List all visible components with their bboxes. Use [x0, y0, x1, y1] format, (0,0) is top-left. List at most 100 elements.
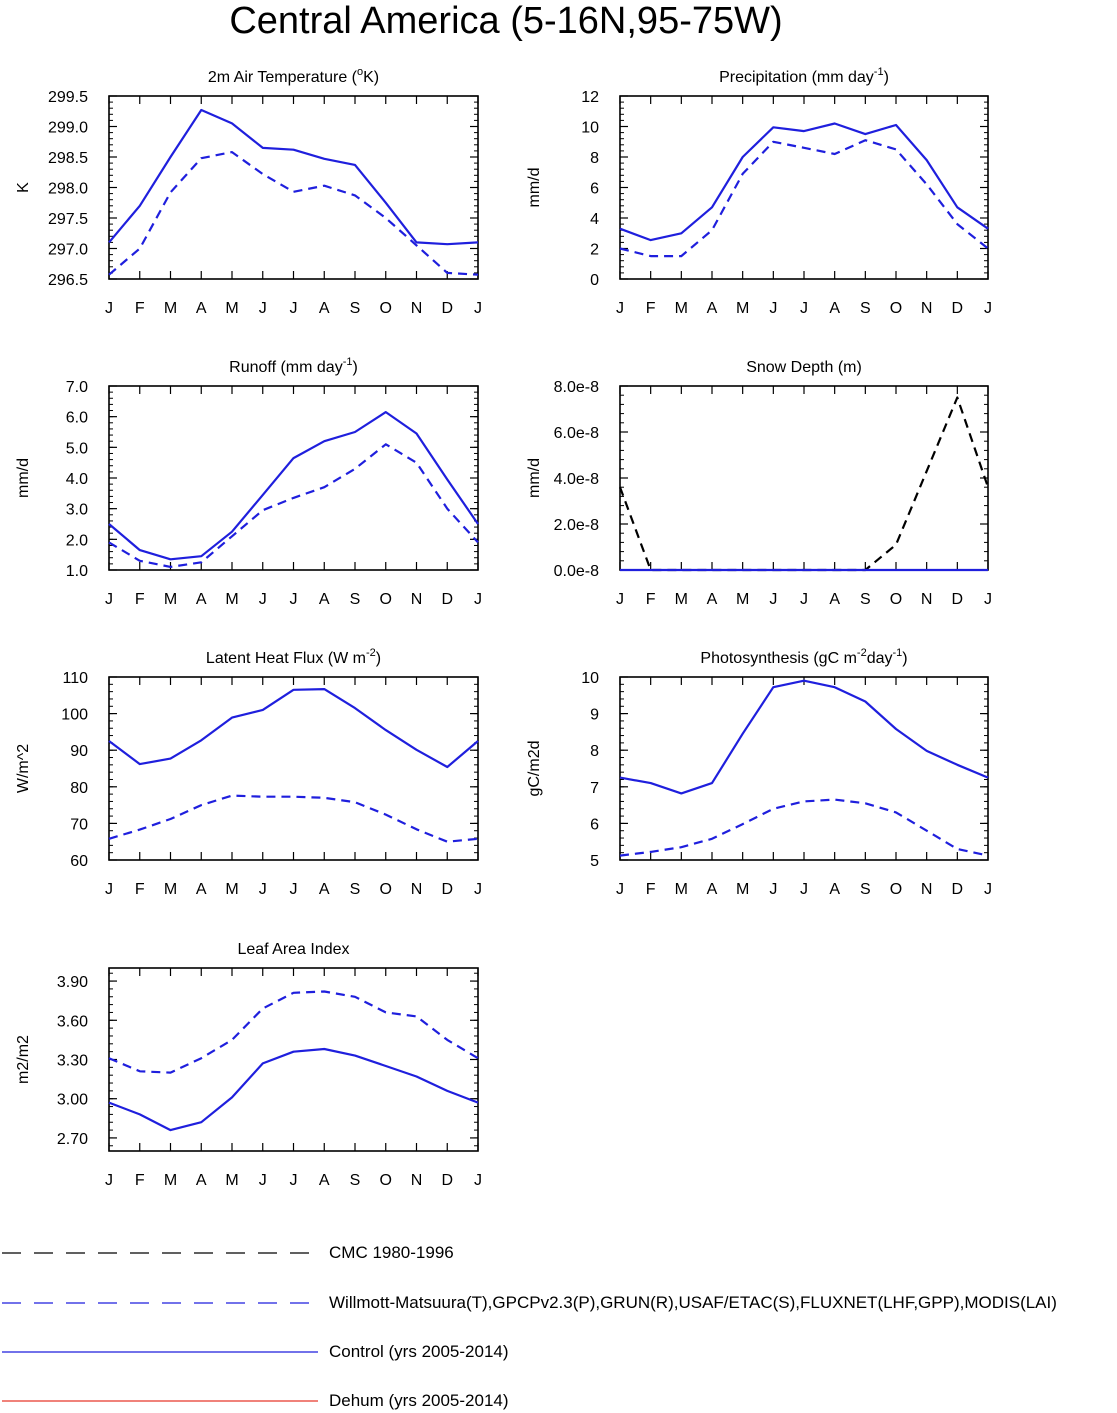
x-tick-label: S — [350, 881, 361, 898]
x-tick-label: A — [829, 300, 840, 317]
series-line-runoff-control — [108, 411, 479, 561]
x-tick-label: D — [952, 300, 964, 317]
panel-title: 2m Air Temperature (oK) — [208, 66, 379, 86]
panel-runoff: J F M A M J J A S O N D J 1.0 2.0 3.0 4.0 5.0 6.0 7.0 mm/d Ru… — [15, 356, 482, 608]
x-tick-label: O — [890, 591, 902, 608]
y-tick-label: 10 — [581, 120, 599, 137]
legend-item-observations: Willmott-Matsuura(T),GPCPv2.3(P),GRUN(R)… — [0, 1291, 1117, 1315]
y-tick-label: 297.5 — [48, 211, 88, 228]
series-line-lai-control — [108, 1047, 479, 1132]
y-tick-label: 6.0e-8 — [554, 425, 599, 442]
y-tick-label: 4.0 — [66, 471, 88, 488]
y-tick-label: 296.5 — [48, 272, 88, 289]
panel-title: Photosynthesis (gC m-2day-1) — [700, 647, 907, 667]
x-tick-label: J — [616, 300, 624, 317]
series-line-snow-obs — [618, 396, 990, 572]
x-tick-label: J — [259, 1172, 267, 1189]
x-tick-label: A — [319, 881, 330, 898]
y-tick-label: 5 — [590, 853, 599, 870]
x-tick-label: M — [736, 881, 749, 898]
x-tick-label: J — [800, 300, 808, 317]
panel-title: Latent Heat Flux (W m-2) — [206, 647, 381, 667]
y-tick-label: 4 — [590, 211, 599, 228]
series-line-precip-control — [619, 122, 989, 242]
panel-title: Precipitation (mm day-1) — [719, 66, 889, 86]
x-tick-label: D — [441, 881, 453, 898]
y-tick-label: 0 — [590, 272, 599, 289]
panel-gpp: J F M A M J J A S O N D J5678910gC/m2dPhotosynthesis… — [526, 647, 992, 898]
x-tick-label: A — [196, 881, 207, 898]
y-tick-label: 3.0 — [66, 502, 88, 519]
y-tick-label: 9 — [590, 707, 599, 724]
y-tick-label: 0.0e-8 — [554, 563, 599, 580]
panel-runoff-frame — [108, 385, 479, 571]
panel-lai: J F M A M J J A S O N D J 2.70 3.00 3.30 3.60 3.90 m2/m2 Le… — [15, 941, 482, 1189]
y-tick-label: 8 — [590, 743, 599, 760]
legend-label-dehum: Dehum (yrs 2005-2014) — [329, 1391, 509, 1410]
x-tick-label: J — [616, 881, 624, 898]
panel-precip-frame — [619, 95, 989, 280]
y-axis-label: gC/m2d — [526, 740, 543, 796]
x-tick-label: M — [675, 591, 688, 608]
x-tick-label: J — [474, 300, 482, 317]
legend-swatch-dehum — [2, 1400, 318, 1402]
x-tick-label: J — [474, 591, 482, 608]
x-tick-label: M — [225, 881, 238, 898]
series-line-gpp-control — [619, 679, 989, 795]
x-tick-label: J — [800, 591, 808, 608]
x-tick-label: M — [736, 591, 749, 608]
x-tick-label: M — [675, 881, 688, 898]
x-tick-label: J — [290, 881, 298, 898]
x-tick-label: A — [319, 591, 330, 608]
x-tick-label: F — [646, 300, 656, 317]
x-tick-label: F — [646, 591, 656, 608]
x-tick-label: J — [259, 300, 267, 317]
y-tick-label: 6.0 — [66, 410, 88, 427]
x-tick-label: N — [921, 881, 933, 898]
x-tick-label: A — [707, 300, 718, 317]
x-tick-label: J — [105, 1172, 113, 1189]
x-tick-label: N — [411, 300, 423, 317]
x-tick-label: M — [164, 1172, 177, 1189]
panel-title: Runoff (mm day-1) — [229, 356, 358, 376]
x-tick-label: A — [196, 591, 207, 608]
x-tick-label: A — [829, 881, 840, 898]
panel-lai-frame — [108, 967, 479, 1152]
legend-item-control: Control (yrs 2005-2014) — [0, 1340, 1117, 1364]
panel-title: Leaf Area Index — [237, 941, 349, 958]
x-tick-label: M — [164, 591, 177, 608]
x-tick-label: A — [319, 300, 330, 317]
x-tick-label: O — [380, 1172, 392, 1189]
x-tick-label: S — [860, 591, 871, 608]
y-tick-label: 298.0 — [48, 181, 88, 198]
x-tick-label: F — [135, 881, 145, 898]
x-tick-label: A — [196, 300, 207, 317]
y-tick-label: 6 — [590, 181, 599, 198]
x-tick-label: A — [829, 591, 840, 608]
x-tick-label: N — [411, 591, 423, 608]
x-tick-label: J — [984, 591, 992, 608]
x-tick-label: D — [441, 591, 453, 608]
y-tick-label: 80 — [70, 780, 88, 797]
series-line-temp-control — [108, 108, 479, 246]
x-tick-label: J — [290, 1172, 298, 1189]
x-tick-label: M — [225, 1172, 238, 1189]
x-tick-label: O — [890, 300, 902, 317]
series-line-lhf-control — [108, 687, 479, 769]
series-line-runoff-obs — [108, 443, 479, 569]
panel-snow-frame — [619, 385, 989, 571]
x-tick-label: J — [984, 300, 992, 317]
x-tick-label: D — [952, 591, 964, 608]
legend-swatch-observations — [2, 1302, 318, 1304]
x-tick-label: N — [921, 300, 933, 317]
panel-lhf-frame — [108, 676, 479, 861]
y-tick-label: 2.70 — [57, 1131, 88, 1148]
panel-temp: J F M A M J J A S O N D J 296.5 297.0 297.5 298.0 298.5 29… — [15, 66, 482, 317]
legend-item-dehum: Dehum (yrs 2005-2014) — [0, 1389, 1117, 1413]
panel-title: Snow Depth (m) — [746, 359, 862, 376]
panel-gpp-frame — [619, 676, 989, 861]
y-tick-label: 4.0e-8 — [554, 471, 599, 488]
x-tick-label: A — [319, 1172, 330, 1189]
x-tick-label: O — [380, 591, 392, 608]
legend-label-cmc: CMC 1980-1996 — [329, 1243, 454, 1262]
